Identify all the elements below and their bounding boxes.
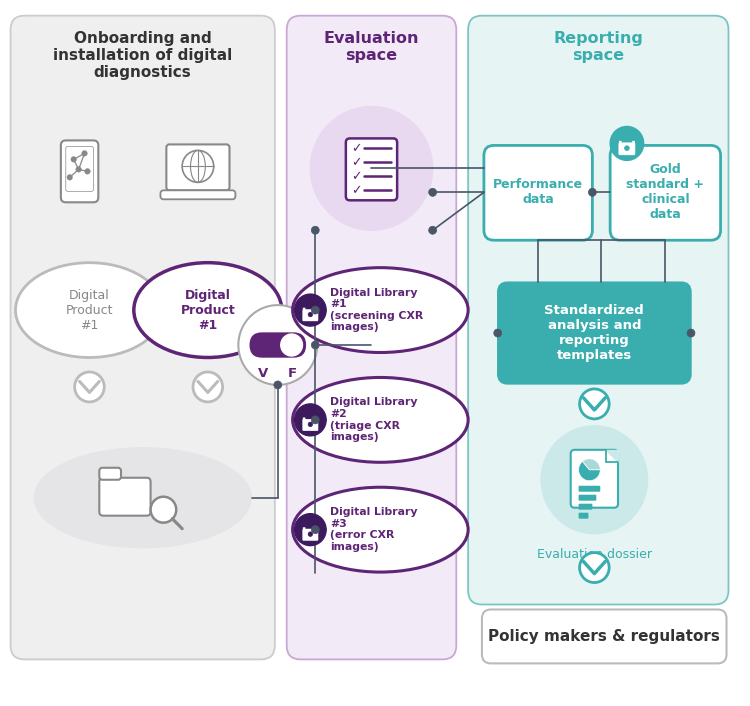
Circle shape (311, 341, 320, 349)
Circle shape (429, 189, 436, 196)
Text: ✓: ✓ (351, 184, 361, 197)
Circle shape (295, 294, 326, 326)
Wedge shape (583, 459, 600, 469)
Circle shape (193, 372, 223, 402)
Text: Reporting
space: Reporting space (554, 30, 644, 63)
Ellipse shape (292, 378, 468, 462)
FancyBboxPatch shape (10, 16, 274, 659)
Polygon shape (606, 450, 618, 462)
Ellipse shape (134, 263, 282, 357)
Wedge shape (578, 461, 600, 481)
Circle shape (76, 167, 81, 172)
Ellipse shape (292, 487, 468, 572)
Text: ✓: ✓ (351, 142, 361, 155)
FancyBboxPatch shape (578, 513, 589, 519)
Ellipse shape (292, 268, 468, 352)
Text: Policy makers & regulators: Policy makers & regulators (488, 629, 720, 644)
FancyBboxPatch shape (468, 16, 728, 604)
Text: Gold
standard +
clinical
data: Gold standard + clinical data (626, 163, 704, 221)
FancyBboxPatch shape (482, 609, 727, 664)
Circle shape (311, 226, 320, 234)
FancyBboxPatch shape (61, 140, 98, 203)
Text: Evaluation dossier: Evaluation dossier (537, 548, 652, 561)
FancyBboxPatch shape (610, 145, 721, 240)
Circle shape (308, 532, 313, 537)
Circle shape (71, 157, 76, 162)
FancyBboxPatch shape (160, 191, 236, 199)
Ellipse shape (16, 263, 164, 357)
Text: Evaluation
space: Evaluation space (324, 30, 419, 63)
Circle shape (580, 553, 609, 582)
Ellipse shape (34, 448, 251, 548)
Circle shape (182, 150, 214, 182)
Circle shape (625, 145, 629, 150)
Text: Digital
Product
#1: Digital Product #1 (181, 289, 236, 332)
Circle shape (238, 305, 317, 385)
FancyBboxPatch shape (303, 529, 318, 541)
Circle shape (311, 306, 320, 314)
FancyBboxPatch shape (303, 419, 318, 431)
Circle shape (308, 312, 313, 317)
Circle shape (310, 107, 433, 230)
FancyBboxPatch shape (498, 282, 691, 384)
Text: ✓: ✓ (351, 170, 361, 183)
FancyBboxPatch shape (578, 495, 596, 501)
Circle shape (494, 329, 502, 337)
FancyBboxPatch shape (166, 145, 230, 191)
Text: Digital Library
#3
(error CXR
images): Digital Library #3 (error CXR images) (330, 507, 418, 552)
Circle shape (311, 526, 320, 534)
FancyBboxPatch shape (578, 503, 592, 510)
Text: V: V (258, 367, 268, 380)
Circle shape (687, 329, 695, 337)
Text: ✓: ✓ (351, 156, 361, 169)
FancyBboxPatch shape (578, 486, 600, 491)
Circle shape (295, 514, 326, 546)
Circle shape (589, 189, 596, 196)
FancyBboxPatch shape (66, 146, 94, 191)
Circle shape (295, 404, 326, 436)
Circle shape (311, 416, 320, 424)
Text: Performance
data: Performance data (493, 179, 584, 206)
Text: Standardized
analysis and
reporting
templates: Standardized analysis and reporting temp… (544, 304, 644, 362)
Circle shape (610, 126, 644, 160)
FancyBboxPatch shape (251, 333, 305, 357)
FancyBboxPatch shape (99, 468, 121, 480)
FancyBboxPatch shape (346, 138, 398, 201)
Text: Onboarding and
installation of digital
diagnostics: Onboarding and installation of digital d… (53, 30, 232, 80)
Circle shape (308, 422, 313, 426)
Text: Digital
Product
#1: Digital Product #1 (66, 289, 113, 332)
Circle shape (429, 226, 436, 234)
FancyBboxPatch shape (619, 143, 635, 155)
FancyBboxPatch shape (571, 450, 618, 508)
Circle shape (75, 372, 104, 402)
Text: Digital Library
#2
(triage CXR
images): Digital Library #2 (triage CXR images) (330, 397, 418, 442)
Text: F: F (288, 367, 297, 380)
Circle shape (274, 381, 282, 389)
Circle shape (541, 426, 647, 534)
FancyBboxPatch shape (99, 478, 151, 515)
Text: Digital Library
#1
(screening CXR
images): Digital Library #1 (screening CXR images… (330, 287, 423, 333)
FancyBboxPatch shape (303, 309, 318, 321)
FancyBboxPatch shape (484, 145, 592, 240)
Circle shape (280, 334, 302, 356)
Circle shape (67, 174, 73, 180)
FancyBboxPatch shape (286, 16, 456, 659)
Circle shape (85, 169, 90, 174)
Circle shape (82, 150, 87, 156)
Circle shape (151, 497, 176, 522)
Circle shape (580, 389, 609, 419)
